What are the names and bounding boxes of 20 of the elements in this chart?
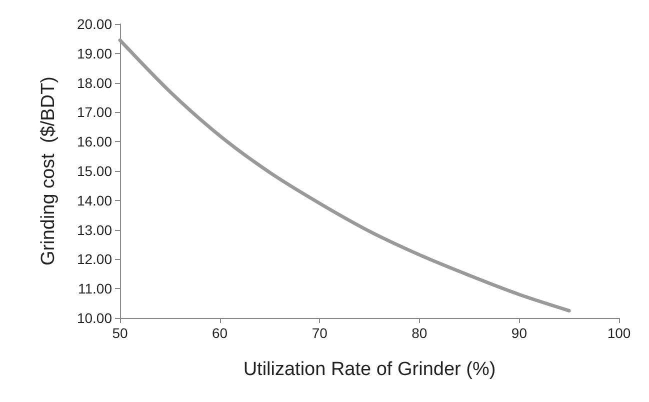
line-series [118,38,571,312]
x-tick-label: 60 [212,325,228,341]
y-tick-label: 11.00 [78,280,112,297]
x-tick-label: 50 [112,325,128,341]
x-tick-label: 100 [607,325,631,341]
y-axis-title: Grinding cost ($/BDT) [38,76,59,266]
y-tick-label: 10.00 [76,310,112,326]
y-tick-label: 14.00 [76,192,112,208]
y-tick-label: 16.00 [76,134,112,150]
x-tick-label: 70 [312,325,328,341]
x-axis-title: Utilization Rate of Grinder (%) [243,359,496,380]
y-tick-label: 20.00 [76,16,112,32]
y-tick-label: 15.00 [76,163,112,179]
y-tick-label: 13.00 [76,222,112,238]
y-tick-label: 12.00 [76,251,112,268]
x-tick-label: 80 [412,325,428,341]
x-tick-label: 90 [511,325,528,341]
y-tick-label: 17.00 [76,104,112,120]
y-tick-label: 18.00 [76,74,112,91]
y-tick-label: 19.00 [76,45,112,62]
